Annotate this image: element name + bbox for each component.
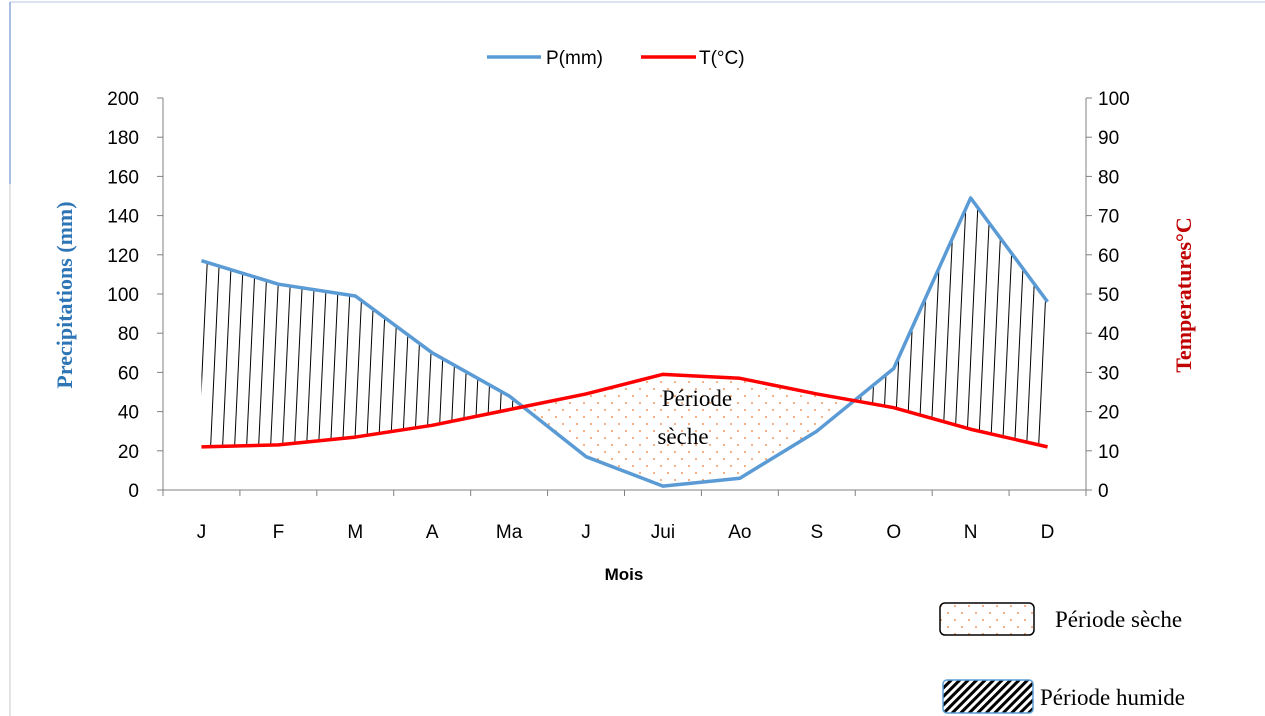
wet-period-legend-label: Période humide bbox=[1040, 685, 1185, 710]
hatch-line bbox=[233, 198, 249, 447]
hatch-line bbox=[893, 198, 909, 447]
legend-label-precip: P(mm) bbox=[546, 48, 603, 69]
x-ticks: J F M A Ma J Jui Ao S O N D bbox=[162, 490, 1087, 543]
legend-label-temp: T(°C) bbox=[699, 48, 745, 69]
y-right-tick-label: 80 bbox=[1098, 167, 1119, 188]
x-axis-title: Mois bbox=[605, 565, 644, 584]
series-line-precipitation bbox=[200, 196, 1049, 488]
hatch-line bbox=[977, 198, 993, 447]
y-left-tick-label: 60 bbox=[118, 363, 139, 384]
hatch-line bbox=[425, 198, 441, 447]
hatch-line bbox=[497, 198, 513, 447]
y-right-tick-label: 60 bbox=[1098, 246, 1119, 267]
y-right-tick-label: 40 bbox=[1098, 324, 1119, 345]
hatch-line bbox=[293, 198, 309, 447]
hatch-line bbox=[989, 198, 1005, 447]
x-tick-label: S bbox=[810, 522, 823, 543]
hatch-line bbox=[201, 198, 213, 447]
hatch-line bbox=[461, 198, 477, 447]
y-left-tick-label: 100 bbox=[107, 285, 139, 306]
hatch-line bbox=[317, 198, 333, 447]
x-tick-label: J bbox=[197, 522, 207, 543]
y-right-tick-label: 0 bbox=[1098, 481, 1109, 502]
x-tick-label: N bbox=[964, 522, 978, 543]
hatch-line bbox=[845, 198, 861, 447]
hatch-line bbox=[341, 198, 357, 447]
hatch-line bbox=[413, 198, 429, 447]
y-left-tick-label: 160 bbox=[107, 167, 139, 188]
hatch-line bbox=[1013, 198, 1029, 447]
x-tick-label: D bbox=[1041, 522, 1055, 543]
y-right-tick-label: 90 bbox=[1098, 128, 1119, 149]
x-tick-label: A bbox=[426, 522, 439, 543]
y-left-tick-label: 120 bbox=[107, 246, 139, 267]
hatch-line bbox=[150, 160, 164, 460]
hatch-line bbox=[162, 160, 176, 460]
dry-period-swatch bbox=[939, 602, 1035, 636]
hatch-line bbox=[305, 198, 321, 447]
y-right-tick-label: 50 bbox=[1098, 285, 1119, 306]
y-right-tick-label: 100 bbox=[1098, 89, 1130, 110]
period-legend: Période sèche Période humide bbox=[939, 602, 1185, 714]
hatch-line bbox=[257, 198, 273, 447]
x-tick-label: O bbox=[886, 522, 901, 543]
y-left-tick-label: 200 bbox=[107, 89, 139, 110]
hatch-line bbox=[941, 198, 957, 447]
hatch-line bbox=[353, 198, 369, 447]
hatch-line bbox=[1037, 198, 1048, 447]
hatch-line bbox=[245, 198, 261, 447]
y-left-tick-label: 40 bbox=[118, 403, 139, 424]
dry-period-legend-label: Période sèche bbox=[1055, 607, 1182, 632]
hatch-line bbox=[869, 198, 885, 447]
y-left-tick-label: 180 bbox=[107, 128, 139, 149]
x-tick-label: Ma bbox=[496, 522, 523, 543]
y-left-ticks: 0 20 40 60 80 100 120 140 160 180 200 bbox=[107, 89, 163, 502]
hatch-line bbox=[1050, 160, 1064, 460]
y-right-ticks: 0 10 20 30 40 50 60 70 80 90 100 bbox=[1086, 89, 1130, 502]
dry-period-annotation-line2: sèche bbox=[657, 424, 708, 449]
y-left-tick-label: 140 bbox=[107, 207, 139, 228]
hatch-line bbox=[437, 198, 453, 447]
y-left-tick-label: 20 bbox=[118, 442, 139, 463]
hatch-line bbox=[1001, 198, 1017, 447]
wet-period-swatch bbox=[942, 679, 1034, 714]
hatch-line bbox=[186, 160, 200, 460]
x-tick-label: M bbox=[347, 522, 363, 543]
y-right-tick-label: 10 bbox=[1098, 442, 1119, 463]
hatch-line bbox=[269, 198, 285, 447]
hatch-line bbox=[1025, 198, 1041, 447]
legend: P(mm) T(°C) bbox=[487, 48, 745, 69]
y-left-tick-label: 0 bbox=[128, 481, 139, 502]
y-left-tick-label: 80 bbox=[118, 324, 139, 345]
hatch-line bbox=[221, 198, 237, 447]
hatch-line bbox=[401, 198, 417, 447]
x-tick-label: Jui bbox=[651, 522, 675, 543]
y-left-axis-title: Precipitations (mm) bbox=[52, 201, 77, 388]
hatch-line bbox=[174, 160, 188, 460]
hatch-line bbox=[881, 198, 897, 447]
x-tick-label: Ao bbox=[728, 522, 751, 543]
y-right-tick-label: 30 bbox=[1098, 363, 1119, 384]
y-right-tick-label: 20 bbox=[1098, 403, 1119, 424]
series-line-temperature bbox=[201, 372, 1048, 449]
x-tick-label: J bbox=[581, 522, 591, 543]
hatch-line bbox=[857, 198, 873, 447]
precip-points bbox=[201, 197, 1048, 487]
hatch-line bbox=[1062, 160, 1076, 460]
hatch-line bbox=[389, 198, 405, 447]
hatch-line bbox=[509, 198, 525, 447]
y-right-tick-label: 70 bbox=[1098, 207, 1119, 228]
temp-points bbox=[201, 374, 1048, 447]
hatch-line bbox=[377, 198, 393, 447]
y-right-axis-title: Temperatures°C bbox=[1171, 217, 1196, 372]
hatch-line bbox=[449, 198, 465, 447]
hatch-line bbox=[209, 198, 225, 447]
dry-period-annotation-line1: Période bbox=[662, 386, 732, 411]
x-tick-label: F bbox=[273, 522, 285, 543]
hatch-line bbox=[929, 198, 945, 447]
hatch-line bbox=[329, 198, 345, 447]
hatch-line bbox=[281, 198, 297, 447]
